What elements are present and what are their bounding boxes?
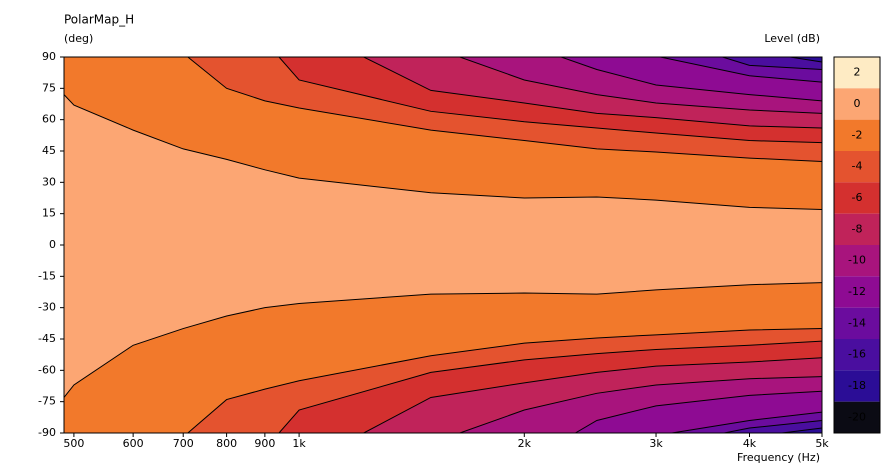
contour-band bbox=[724, 420, 822, 433]
y-tick-label: -30 bbox=[38, 301, 56, 314]
contour-line bbox=[64, 94, 822, 210]
colorbar-cell bbox=[834, 401, 880, 433]
contour-line bbox=[660, 57, 822, 83]
contour-line bbox=[781, 427, 822, 433]
x-tick-label: 600 bbox=[123, 437, 144, 450]
y-axis-label: (deg) bbox=[64, 32, 93, 45]
contour-line bbox=[671, 411, 822, 433]
colorbar-label: -14 bbox=[848, 316, 866, 329]
y-tick-label: -90 bbox=[38, 426, 56, 439]
contour-line bbox=[722, 57, 822, 71]
colorbar-cell bbox=[834, 182, 880, 214]
colorbar-label: 2 bbox=[854, 66, 861, 79]
x-tick-label: 800 bbox=[216, 437, 237, 450]
x-axis-label: Frequency (Hz) bbox=[737, 451, 820, 464]
colorbar-label: -18 bbox=[848, 379, 866, 392]
plot-area bbox=[64, 57, 822, 433]
y-tick-label: 90 bbox=[42, 50, 56, 63]
contour-line bbox=[363, 357, 822, 433]
colorbar-cell bbox=[834, 57, 880, 89]
colorbar-label: -20 bbox=[848, 410, 866, 423]
contour-line bbox=[64, 282, 822, 398]
colorbar-cell bbox=[834, 213, 880, 245]
x-tick-label: 3k bbox=[649, 437, 663, 450]
colorbar-label: 0 bbox=[854, 97, 861, 110]
y-tick-label: -60 bbox=[38, 363, 56, 376]
y-tick-label: -45 bbox=[38, 332, 56, 345]
x-tick-label: 500 bbox=[63, 437, 84, 450]
colorbar-label: -8 bbox=[852, 222, 863, 235]
colorbar-cell bbox=[834, 88, 880, 120]
y-tick-label: 0 bbox=[49, 238, 56, 251]
contour-band bbox=[722, 57, 822, 70]
y-tick-label: 75 bbox=[42, 81, 56, 94]
x-tick-label: 1k bbox=[292, 437, 306, 450]
contour-line bbox=[187, 328, 822, 433]
colorbar-label: -16 bbox=[848, 348, 866, 361]
colorbar-label: -2 bbox=[852, 128, 863, 141]
contour-line bbox=[459, 376, 822, 433]
colorbar-cell bbox=[834, 307, 880, 339]
x-tick-label: 700 bbox=[173, 437, 194, 450]
colorbar-cell bbox=[834, 339, 880, 371]
contour-line bbox=[187, 57, 822, 162]
x-tick-label: 4k bbox=[743, 437, 757, 450]
colorbar-frame bbox=[833, 56, 881, 434]
contour-line bbox=[278, 340, 822, 433]
chart-title: PolarMap_H bbox=[64, 13, 134, 27]
x-tick-label: 900 bbox=[254, 437, 275, 450]
colorbar-cell bbox=[834, 151, 880, 183]
y-tick-label: -75 bbox=[38, 395, 56, 408]
colorbar-label: Level (dB) bbox=[764, 32, 820, 45]
x-tick-label: 5k bbox=[815, 437, 829, 450]
colorbar-label: -10 bbox=[848, 254, 866, 267]
contour-line bbox=[363, 57, 822, 129]
colorbar-label: -4 bbox=[852, 160, 863, 173]
colorbar-label: -12 bbox=[848, 285, 866, 298]
colorbar-cell bbox=[834, 370, 880, 402]
colorbar-cell bbox=[834, 276, 880, 308]
y-tick-label: -15 bbox=[38, 269, 56, 282]
colorbar-label: -6 bbox=[852, 191, 863, 204]
contour-line bbox=[278, 57, 822, 144]
x-tick-label: 2k bbox=[518, 437, 532, 450]
contour-line bbox=[560, 57, 822, 102]
contour-line bbox=[789, 57, 822, 63]
y-tick-label: 45 bbox=[42, 144, 56, 157]
colorbar-cell bbox=[834, 119, 880, 151]
colorbar-cell bbox=[834, 245, 880, 277]
contour-line bbox=[575, 390, 822, 433]
y-tick-label: 30 bbox=[42, 175, 56, 188]
contour-line bbox=[459, 57, 822, 114]
y-tick-label: 60 bbox=[42, 113, 56, 126]
y-tick-label: 15 bbox=[42, 207, 56, 220]
contour-line bbox=[724, 419, 822, 433]
